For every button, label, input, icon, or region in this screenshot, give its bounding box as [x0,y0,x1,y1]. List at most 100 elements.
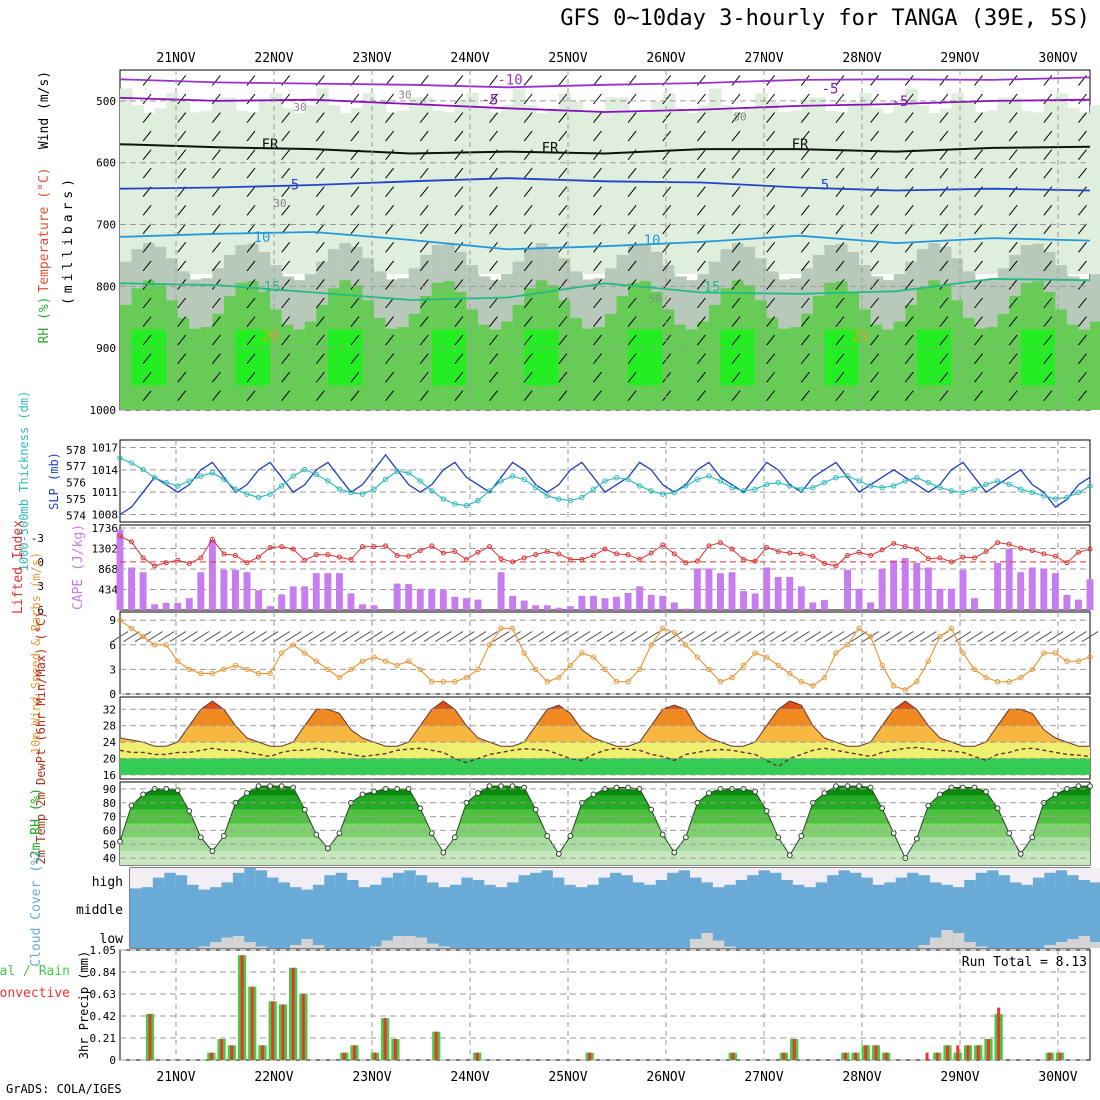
lifted-index-point [983,548,989,554]
wind-barb [1078,279,1087,290]
wind-barb [315,204,325,216]
wind-barb [1008,279,1018,290]
cloud-high-bar [301,889,314,892]
wind-barb [1008,371,1018,383]
wind-barb [454,334,464,346]
lifted-index-point [775,548,781,554]
cape-bar [913,562,921,610]
wind-barb [227,631,244,643]
cloud-middle-bar [564,892,577,918]
wind-barb [939,223,949,235]
cloud-high-bar [312,884,325,892]
lifted-index-point [394,552,400,558]
cloud-low-base [347,918,360,948]
wind-barb [896,631,914,643]
thickness-point [602,478,608,484]
wind-speed-point [475,666,481,673]
wind-barb [593,93,602,105]
cape-bar [1017,572,1025,610]
wind-barb [211,149,221,160]
cloud-high-bar [392,872,405,892]
wind-barb [315,112,325,123]
wind-barb [662,167,672,179]
wind-barb [177,112,187,123]
cloud-high-bar [964,880,977,892]
wind-speed-point [1029,666,1035,673]
lifted-index-point [729,546,735,552]
lifted-index-point [475,549,481,555]
cloud-high-bar [518,875,531,892]
cape-bar [601,598,609,610]
y-tick-label: 16 [103,769,116,782]
wind-barb [816,631,833,643]
wind-barb [489,334,498,346]
lifted-index-point [1006,541,1012,547]
wind-barb [593,149,602,160]
cape-bar [393,583,401,610]
rh-light-cell [651,101,664,274]
wind-barb [489,223,498,235]
wind-barb [766,371,776,383]
y-tick-label-left: 574 [66,509,86,522]
wind-barb [1008,130,1018,142]
wind-barb [593,130,602,142]
wind-barb [400,631,417,643]
wind-barb [435,631,452,643]
wind-barb [835,316,845,327]
wind-barb [593,316,602,327]
wind-barb [593,260,602,272]
wind-speed-point [752,650,758,656]
wind-barb [523,297,533,309]
y-tick-label-right: 1017 [92,441,119,454]
cape-bar [1040,568,1048,610]
rh-point [532,806,539,813]
lifted-index-point [972,555,978,561]
rh-point [1029,834,1036,841]
rh-point [417,805,424,812]
wind-barb [523,112,533,123]
wind-barb [423,631,441,643]
rh-point [509,783,516,790]
lifted-index-point [879,547,885,553]
wind-barb [904,130,914,142]
isotherm-10 [119,231,1091,251]
cloud-middle-bar [918,892,931,918]
cape-bar [301,586,309,610]
wind-barb [281,316,291,327]
rh-green-cell [512,304,526,410]
wind-barb [350,186,360,198]
wind-barb [766,390,776,402]
cloud-high-bar [678,870,691,892]
wind-speed-point [394,662,400,668]
thickness-point [429,488,435,494]
cape-bar [1051,573,1059,610]
rh-point [324,845,331,852]
wind-barb [446,631,464,643]
cloud-high-bar [941,884,954,892]
thickness-point [798,486,805,492]
cloud-high-bar [861,877,874,892]
cloud-low-base [187,918,200,948]
wind-barb [315,279,325,290]
rh-bright-cell [131,329,145,386]
rh-light-cell [350,108,364,274]
cloud-middle-bar [1055,892,1068,918]
cape-bar [370,605,378,610]
wind-barb [315,242,325,253]
thickness-point [683,483,689,489]
wind-barb [1078,260,1087,272]
cloud-low-base [438,918,451,948]
wind-barb [662,390,672,402]
wind-barb [523,130,533,142]
lifted-index-point [925,556,931,562]
cloud-high-bar [655,880,668,892]
wind-barb [469,631,487,643]
rh-green-cell [882,329,895,410]
thickness-point [267,491,273,497]
wind-barb [489,112,498,123]
wind-barb [800,130,810,142]
wind-speed-point [405,658,412,664]
lifted-index-point [717,540,723,546]
rh-point [775,834,782,841]
cloud-middle-bar [610,892,623,918]
